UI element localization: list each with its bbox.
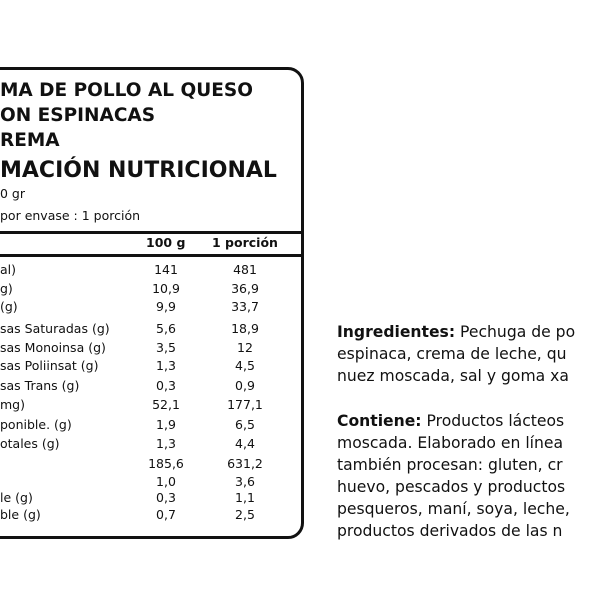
ingredients-heading: Ingredientes: — [337, 323, 456, 341]
value-per-100g: 5,6 — [156, 321, 176, 336]
nutrient-label: sas Poliinsat (g) — [0, 358, 99, 373]
nutrient-row: sas Trans (g) 0,3 0,9 — [0, 378, 300, 396]
value-per-100g: 3,5 — [156, 340, 176, 355]
contains-line: pesqueros, maní, soya, leche, — [337, 500, 570, 518]
product-title-line-3: REMA — [0, 130, 60, 151]
nutrient-label: le (g) — [0, 490, 33, 505]
nutrient-label: ponible. (g) — [0, 417, 72, 432]
value-per-portion: 33,7 — [231, 299, 259, 314]
contains-line: productos derivados de las n — [337, 522, 563, 540]
nutrient-label: g) — [0, 281, 13, 296]
nutrient-row: 185,6 631,2 — [0, 456, 300, 474]
value-per-portion: 3,6 — [235, 474, 255, 489]
value-per-100g: 1,0 — [156, 474, 176, 489]
nutrient-row: sas Monoinsa (g) 3,5 12 — [0, 340, 300, 358]
servings-per-package: por envase : 1 porción — [0, 208, 141, 223]
portion-size: 0 gr — [0, 186, 25, 201]
nutrient-row: ponible. (g) 1,9 6,5 — [0, 417, 300, 435]
value-per-portion: 12 — [237, 340, 253, 355]
value-per-100g: 0,3 — [156, 378, 176, 393]
ingredients-line: Pechuga de po — [455, 323, 576, 341]
value-per-portion: 0,9 — [235, 378, 255, 393]
column-header-100g: 100 g — [146, 235, 186, 250]
value-per-portion: 1,1 — [235, 490, 255, 505]
nutrient-row: (g) 9,9 33,7 — [0, 299, 300, 317]
contains-line: moscada. Elaborado en línea — [337, 434, 564, 452]
contains-heading: Contiene: — [337, 412, 422, 430]
contains-text: Contiene: Productos lácteos moscada. Ela… — [337, 410, 570, 542]
value-per-100g: 1,9 — [156, 417, 176, 432]
contains-line: huevo, pescados y productos — [337, 478, 566, 496]
value-per-portion: 177,1 — [227, 397, 263, 412]
nutrition-heading: MACIÓN NUTRICIONAL — [0, 158, 277, 183]
value-per-100g: 141 — [154, 262, 178, 277]
product-title-line-2: ON ESPINACAS — [0, 105, 156, 126]
divider — [0, 231, 304, 234]
nutrient-row: otales (g) 1,3 4,4 — [0, 436, 300, 454]
nutrient-label: mg) — [0, 397, 25, 412]
value-per-portion: 36,9 — [231, 281, 259, 296]
nutrient-row: 1,0 3,6 — [0, 474, 300, 492]
nutrient-row: sas Poliinsat (g) 1,3 4,5 — [0, 358, 300, 376]
value-per-portion: 631,2 — [227, 456, 263, 471]
value-per-portion: 481 — [233, 262, 257, 277]
value-per-portion: 4,5 — [235, 358, 255, 373]
nutrient-label: sas Trans (g) — [0, 378, 80, 393]
value-per-100g: 9,9 — [156, 299, 176, 314]
value-per-100g: 1,3 — [156, 436, 176, 451]
value-per-portion: 18,9 — [231, 321, 259, 336]
value-per-portion: 4,4 — [235, 436, 255, 451]
ingredients-line: nuez moscada, sal y goma xa — [337, 367, 569, 385]
nutrient-label: sas Saturadas (g) — [0, 321, 110, 336]
product-title-line-1: MA DE POLLO AL QUESO — [0, 80, 253, 101]
nutrient-label: al) — [0, 262, 17, 277]
contains-line: también procesan: gluten, cr — [337, 456, 563, 474]
nutrient-row: le (g) 0,3 1,1 — [0, 490, 300, 508]
nutrient-label: sas Monoinsa (g) — [0, 340, 106, 355]
nutrient-row: mg) 52,1 177,1 — [0, 397, 300, 415]
divider — [0, 254, 304, 257]
contains-line: Productos lácteos — [421, 412, 565, 430]
value-per-portion: 6,5 — [235, 417, 255, 432]
nutrition-label-box — [0, 67, 304, 539]
column-header-portion: 1 porción — [212, 235, 278, 250]
nutrient-label: (g) — [0, 299, 18, 314]
nutrient-label: otales (g) — [0, 436, 60, 451]
nutrient-row: g) 10,9 36,9 — [0, 281, 300, 299]
value-per-100g: 0,7 — [156, 507, 176, 522]
ingredients-text: Ingredientes: Pechuga de po espinaca, cr… — [337, 321, 575, 387]
value-per-100g: 52,1 — [152, 397, 180, 412]
nutrient-row: sas Saturadas (g) 5,6 18,9 — [0, 321, 300, 339]
value-per-100g: 1,3 — [156, 358, 176, 373]
nutrient-label: ble (g) — [0, 507, 41, 522]
nutrient-row: al) 141 481 — [0, 262, 300, 280]
ingredients-line: espinaca, crema de leche, qu — [337, 345, 567, 363]
value-per-100g: 185,6 — [148, 456, 184, 471]
value-per-portion: 2,5 — [235, 507, 255, 522]
value-per-100g: 0,3 — [156, 490, 176, 505]
nutrient-row: ble (g) 0,7 2,5 — [0, 507, 300, 525]
value-per-100g: 10,9 — [152, 281, 180, 296]
